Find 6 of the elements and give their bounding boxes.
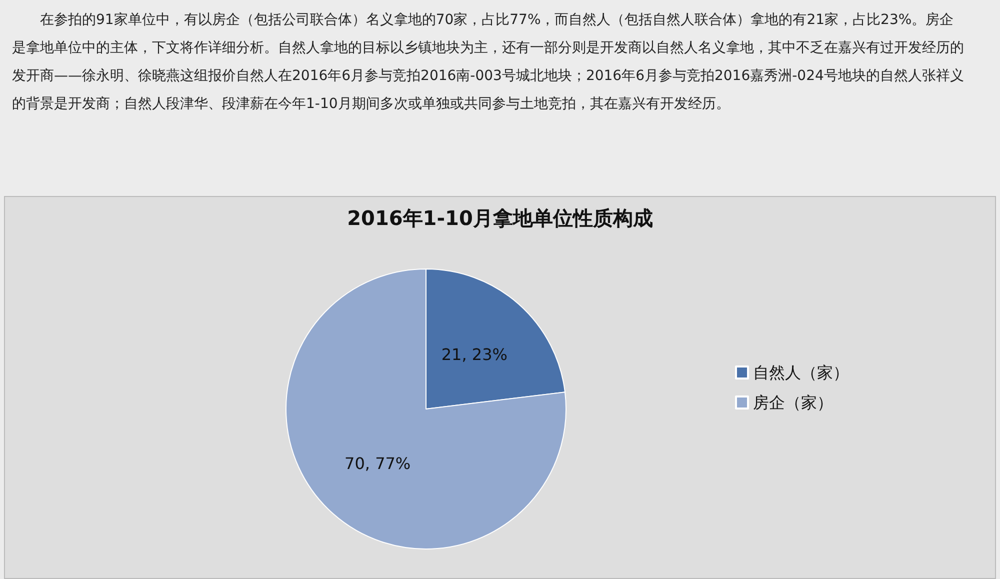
legend-label: 房企（家） [753,393,833,412]
legend-label: 自然人（家） [753,363,849,382]
data-label: 21, 23% [441,344,508,364]
chart-title: 2016年1-10月拿地单位性质构成 [347,206,653,230]
text: 在参拍的91家单位中，有以房企（包括公司联合体）名义拿地的70家，占比77%，而自然人（包括自然人联合体）拿地的有21家，占比23%。房企是拿地单位中的主体，下文将作详细分析。自然人拿地的目标以乡镇地块为主，还有一部分则是开发商以自然人名义拿地，其中不乏在嘉兴有过开发经历的发开商——徐永明、徐晓燕这组报价自然人在2016年6月参与竞拍2016南-003号城北地块；2016年6月参与竞拍2016嘉秀洲-024号地块的自然人张祥义的背景是开发商；自然人段津华、段津薪在今年1-10月期间多次或单独或共同参与土地竞拍，其在嘉兴有开发经历。 [12,11,964,114]
data-label: 70, 77% [344,454,411,474]
